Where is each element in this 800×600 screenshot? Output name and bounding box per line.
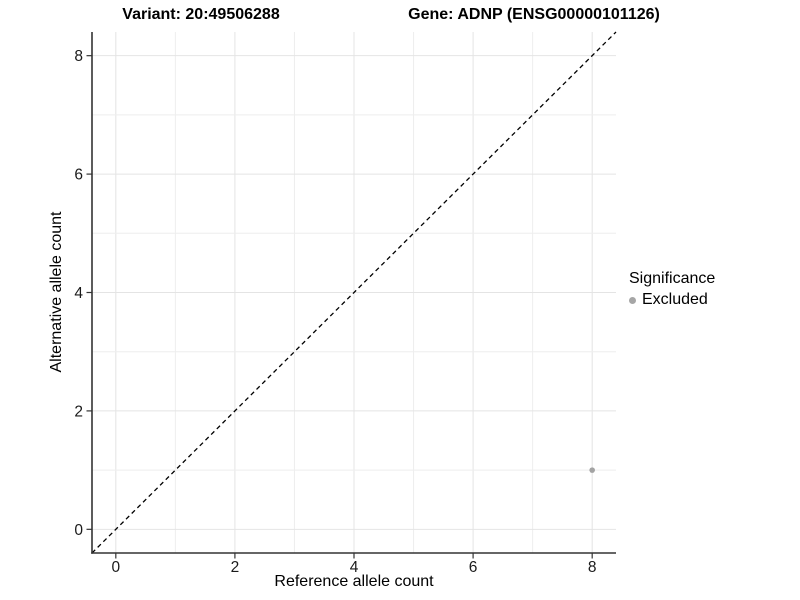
y-axis-title: Alternative allele count — [48, 211, 65, 373]
legend-items: Excluded — [629, 291, 715, 309]
legend-title: Significance — [629, 270, 716, 287]
legend-key-dot-icon — [629, 296, 636, 304]
data-point — [589, 467, 595, 473]
x-tick-label: 6 — [469, 559, 478, 576]
y-tick-label: 6 — [74, 167, 83, 184]
variant-title: Variant: 20:49506288 — [122, 6, 280, 23]
legend: Significance Excluded — [629, 270, 715, 309]
legend-item: Excluded — [629, 291, 715, 309]
x-tick-label: 0 — [112, 559, 121, 576]
y-tick-label: 2 — [74, 403, 83, 420]
legend-item-label: Excluded — [642, 291, 708, 308]
x-tick-label: 8 — [588, 559, 597, 576]
identity-reference-line — [91, 31, 617, 554]
gene-title: Gene: ADNP (ENSG00000101126) — [408, 6, 660, 23]
y-tick-label: 4 — [74, 285, 83, 302]
x-tick-label: 4 — [350, 559, 359, 576]
x-axis-title: Reference allele count — [274, 573, 434, 590]
x-tick-label: 2 — [231, 559, 240, 576]
y-tick-label: 0 — [74, 522, 83, 539]
y-tick-label: 8 — [74, 48, 83, 65]
